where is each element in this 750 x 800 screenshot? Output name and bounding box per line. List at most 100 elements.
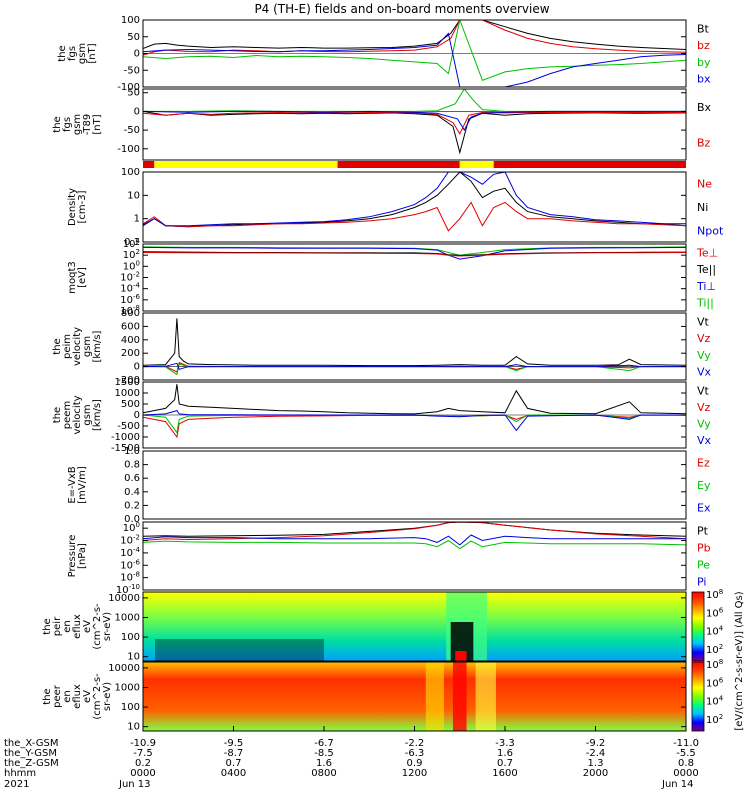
y-tick-label: 10000 <box>108 593 140 604</box>
panel-frame <box>142 591 687 662</box>
series-group <box>143 246 686 260</box>
y-axis-label: [eV] <box>77 267 88 288</box>
series-group <box>143 20 686 87</box>
y-tick-label: 10-8 <box>120 571 140 584</box>
colorbar-tick-label: 102 <box>706 713 723 726</box>
mode-segment <box>459 161 494 168</box>
x-tick-label: 0.2 <box>135 758 151 769</box>
y-axis-label: [nT] <box>87 43 98 63</box>
series-Ti⊥ <box>143 246 686 260</box>
y-tick-label: 1000 <box>115 388 140 399</box>
y-tick-label: 10000 <box>108 663 140 674</box>
y-axis-label: sr-eV) <box>102 612 113 641</box>
y-tick-label: -200 <box>117 375 140 386</box>
legend-entry: Ex <box>697 502 711 515</box>
y-tick-label: -50 <box>124 125 140 136</box>
y-axis-label: fgs <box>62 117 73 132</box>
y-axis-label: eV <box>82 690 93 703</box>
series-Vz <box>143 414 686 439</box>
panel-frame <box>142 88 687 161</box>
x-axis-row-label: the_Z-GSM <box>4 758 59 769</box>
x-tick-label: 0000 <box>130 768 155 779</box>
y-axis-label: velocity <box>72 327 83 366</box>
y-tick-label: 100 <box>121 167 140 178</box>
mode-segment <box>493 161 686 168</box>
series-by <box>143 20 686 81</box>
series-Ni <box>143 172 686 228</box>
y-axis-label: the <box>42 618 53 634</box>
y-axis-label: [nT] <box>92 114 103 134</box>
y-axis-label: [nPa] <box>77 543 88 569</box>
panel-mode-bar <box>143 161 686 168</box>
y-axis-label: Pressure <box>67 535 78 578</box>
y-axis-label: the <box>52 407 63 423</box>
y-axis-label: (cm^2-s- <box>92 673 103 720</box>
colorbar-strip <box>691 661 705 732</box>
x-tick-label: 0.7 <box>226 758 242 769</box>
y-tick-label: 100 <box>121 632 140 643</box>
legend-entry: Ez <box>697 456 710 469</box>
y-axis-label: eflux <box>72 614 83 639</box>
series-Te⊥ <box>143 252 686 257</box>
x-axis-row-label: 2021 <box>4 779 29 790</box>
panel-density: 0.1 1 10 100 Density [cm-3] Ne Ni Npot <box>67 167 724 248</box>
x-tick-label: -3.3 <box>495 738 515 749</box>
y-axis-label: velocity <box>72 395 83 434</box>
y-tick-label: 50 <box>127 88 140 99</box>
x-tick-label: 0000 <box>673 768 698 779</box>
x-tick-label: 0.9 <box>407 758 423 769</box>
colorbar-tick-label: 106 <box>706 676 724 689</box>
legend-entry: Ti⊥ <box>696 280 716 293</box>
legend-entry: Pi <box>697 576 706 589</box>
series-by <box>143 89 686 112</box>
y-tick-label: 0.8 <box>124 460 140 471</box>
series-Npot <box>143 172 686 227</box>
legend-entry: Te|| <box>696 263 716 276</box>
x-tick-label: -6.3 <box>405 748 425 759</box>
x-tick-label: -2.2 <box>405 738 425 749</box>
y-tick-label: 1 <box>134 214 140 225</box>
y-tick-label: 10 <box>127 652 140 663</box>
y-axis-label: gsm <box>82 404 93 425</box>
x-tick-label: 0.7 <box>497 758 513 769</box>
y-axis-label: gsm <box>72 114 83 135</box>
series-Ne <box>143 201 686 232</box>
colorbar-tick-label: 104 <box>706 625 724 638</box>
legend-entry: Vz <box>697 401 711 414</box>
panel-efield: 0.0 0.2 0.4 0.6 0.8 1.0 E=-VxB [mV/m] Ez Ey Ex <box>67 446 711 525</box>
x-tick-label: -8.5 <box>314 748 334 759</box>
y-tick-label: 0.2 <box>124 500 140 511</box>
x-tick-label: 1.6 <box>316 758 332 769</box>
mode-segment <box>154 161 338 168</box>
x-tick-label: -5.5 <box>676 748 696 759</box>
y-tick-label: 50 <box>127 32 140 43</box>
series-Bz <box>143 111 686 135</box>
series-Vx <box>143 362 686 370</box>
legend-entry: Vy <box>697 349 711 362</box>
x-tick-label: 1.3 <box>588 758 604 769</box>
legend-entry: Pe <box>697 559 710 572</box>
legend-entry: Te⊥ <box>696 246 718 259</box>
y-tick-label: 10-2 <box>120 271 140 284</box>
x-tick-label: Jun 14 <box>661 779 694 790</box>
spectrogram-band <box>455 651 467 661</box>
y-axis-label: -T89 <box>82 114 93 136</box>
mode-segment <box>143 161 155 168</box>
legend-entry: Pb <box>697 542 711 555</box>
legend-entry: Ti|| <box>696 297 714 310</box>
y-tick-label: 0 <box>134 410 140 421</box>
series-Pe <box>143 539 686 550</box>
y-tick-label: 10-2 <box>120 534 140 547</box>
y-tick-label: 10-6 <box>120 558 140 571</box>
legend-entry: Vx <box>697 434 712 447</box>
y-tick-label: 102 <box>123 248 140 261</box>
colorbar-label: [eV/(cm^2-s-sr-eV)] (All Qs) <box>734 591 745 730</box>
y-axis-label: sr-eV) <box>102 682 113 711</box>
series-group <box>143 384 686 439</box>
y-tick-label: 400 <box>121 335 140 346</box>
spectrogram-band <box>425 662 444 731</box>
y-tick-label: 500 <box>121 399 140 410</box>
y-axis-label: en <box>62 620 73 633</box>
legend-entry: Ni <box>697 201 708 214</box>
